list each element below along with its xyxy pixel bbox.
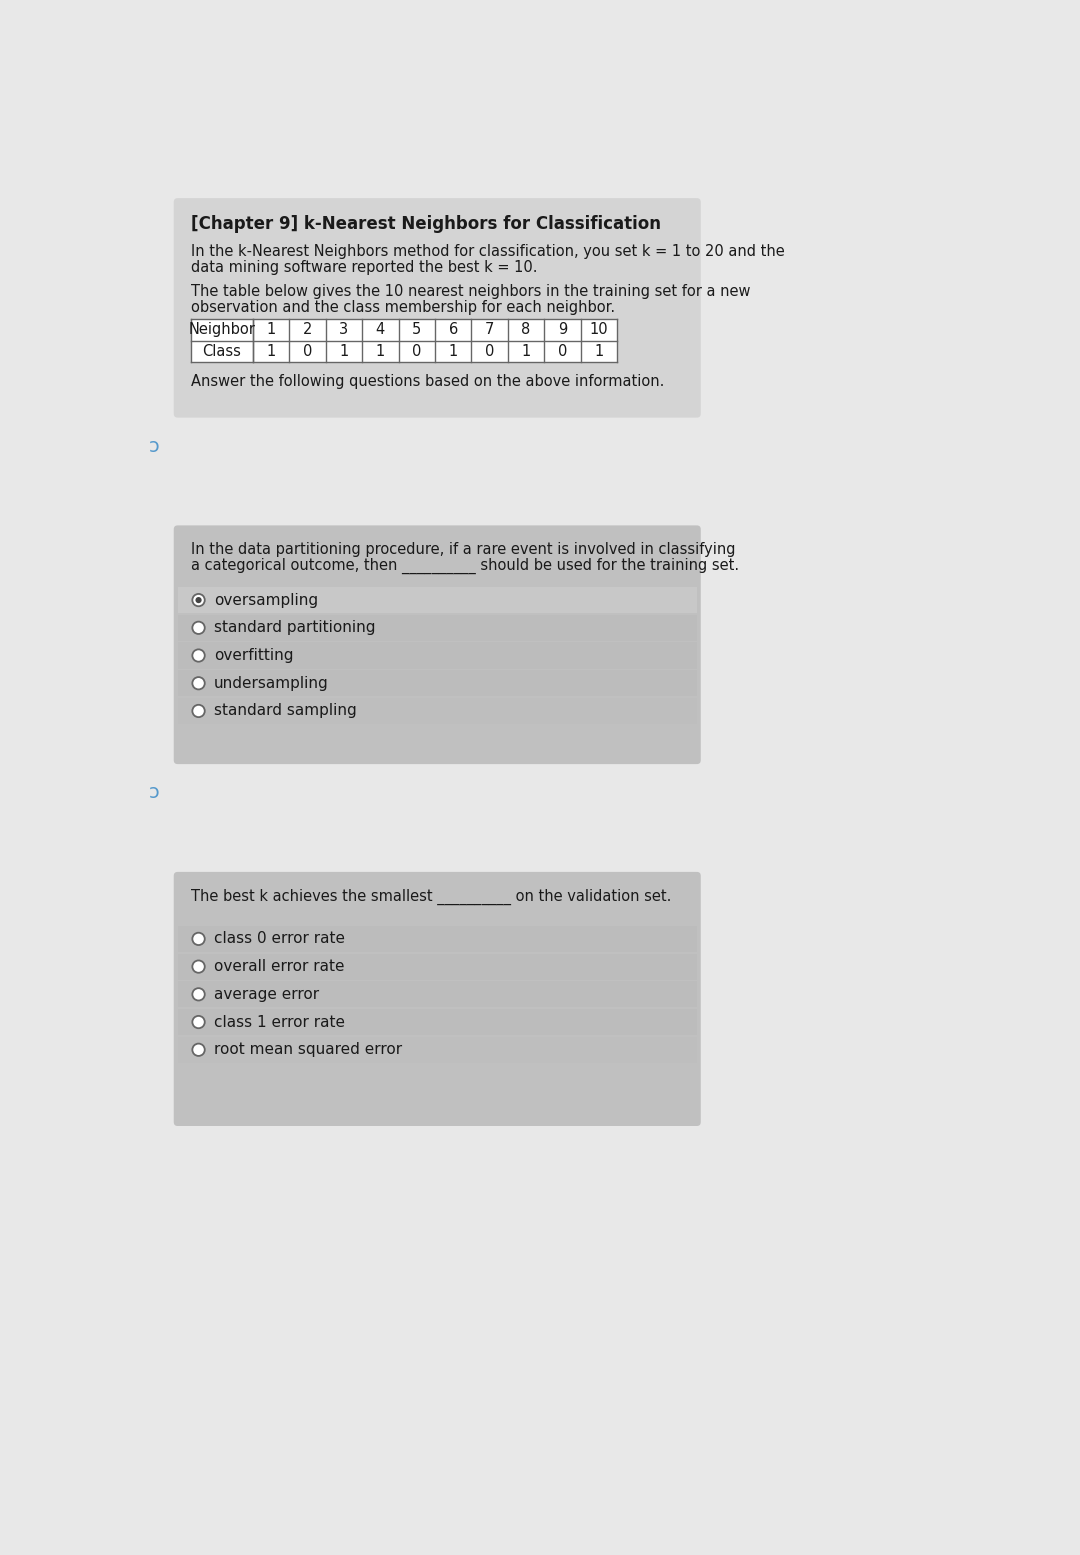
Circle shape <box>192 933 205 945</box>
Text: 10: 10 <box>590 322 608 337</box>
Circle shape <box>192 622 205 634</box>
Text: 1: 1 <box>267 344 275 359</box>
FancyBboxPatch shape <box>191 319 617 341</box>
Circle shape <box>195 597 202 603</box>
FancyBboxPatch shape <box>174 197 701 418</box>
Text: standard partitioning: standard partitioning <box>214 620 376 636</box>
Text: 2: 2 <box>302 322 312 337</box>
Text: average error: average error <box>214 987 320 1001</box>
Text: 1: 1 <box>267 322 275 337</box>
FancyBboxPatch shape <box>191 341 617 362</box>
Text: 1: 1 <box>376 344 384 359</box>
Circle shape <box>192 987 205 1000</box>
Text: data mining software reported the best k = 10.: data mining software reported the best k… <box>191 260 538 275</box>
FancyBboxPatch shape <box>177 981 697 1008</box>
Text: class 0 error rate: class 0 error rate <box>214 931 345 947</box>
Text: 1: 1 <box>339 344 349 359</box>
Text: ↄ: ↄ <box>149 784 160 802</box>
FancyBboxPatch shape <box>174 526 701 764</box>
FancyBboxPatch shape <box>177 586 697 613</box>
Text: 0: 0 <box>413 344 421 359</box>
Text: 0: 0 <box>485 344 495 359</box>
Text: oversampling: oversampling <box>214 592 319 608</box>
Text: 1: 1 <box>594 344 604 359</box>
Text: Neighbor: Neighbor <box>188 322 255 337</box>
Text: The best k achieves the smallest __________ on the validation set.: The best k achieves the smallest _______… <box>191 889 671 905</box>
Text: 3: 3 <box>339 322 349 337</box>
Circle shape <box>192 676 205 689</box>
Text: observation and the class membership for each neighbor.: observation and the class membership for… <box>191 300 615 314</box>
Text: 1: 1 <box>522 344 530 359</box>
Text: overall error rate: overall error rate <box>214 959 345 973</box>
FancyBboxPatch shape <box>177 698 697 725</box>
Circle shape <box>192 650 205 662</box>
Text: class 1 error rate: class 1 error rate <box>214 1014 345 1029</box>
Text: 6: 6 <box>448 322 458 337</box>
Circle shape <box>192 594 205 606</box>
FancyBboxPatch shape <box>177 1037 697 1064</box>
Text: 0: 0 <box>302 344 312 359</box>
Text: The table below gives the 10 nearest neighbors in the training set for a new: The table below gives the 10 nearest nei… <box>191 285 751 300</box>
FancyBboxPatch shape <box>177 670 697 697</box>
Text: 8: 8 <box>522 322 530 337</box>
Text: a categorical outcome, then __________ should be used for the training set.: a categorical outcome, then __________ s… <box>191 558 739 574</box>
Circle shape <box>192 961 205 973</box>
FancyBboxPatch shape <box>177 614 697 641</box>
Text: overfitting: overfitting <box>214 648 294 662</box>
FancyBboxPatch shape <box>177 953 697 980</box>
Text: 1: 1 <box>448 344 458 359</box>
Text: ↄ: ↄ <box>149 437 160 456</box>
Text: 7: 7 <box>485 322 495 337</box>
Circle shape <box>192 1043 205 1056</box>
Text: 4: 4 <box>376 322 384 337</box>
FancyBboxPatch shape <box>174 872 701 1126</box>
Text: Answer the following questions based on the above information.: Answer the following questions based on … <box>191 373 664 389</box>
FancyBboxPatch shape <box>177 925 697 952</box>
Text: 9: 9 <box>557 322 567 337</box>
FancyBboxPatch shape <box>177 1009 697 1036</box>
FancyBboxPatch shape <box>177 642 697 669</box>
Text: 0: 0 <box>557 344 567 359</box>
Text: In the k-Nearest Neighbors method for classification, you set k = 1 to 20 and th: In the k-Nearest Neighbors method for cl… <box>191 244 784 260</box>
Circle shape <box>192 1015 205 1028</box>
Circle shape <box>192 704 205 717</box>
Text: standard sampling: standard sampling <box>214 703 356 718</box>
Text: 5: 5 <box>413 322 421 337</box>
Text: root mean squared error: root mean squared error <box>214 1042 402 1057</box>
Text: In the data partitioning procedure, if a rare event is involved in classifying: In the data partitioning procedure, if a… <box>191 543 735 557</box>
Text: undersampling: undersampling <box>214 676 328 690</box>
Text: Class: Class <box>202 344 241 359</box>
Text: [Chapter 9] k-Nearest Neighbors for Classification: [Chapter 9] k-Nearest Neighbors for Clas… <box>191 215 661 233</box>
